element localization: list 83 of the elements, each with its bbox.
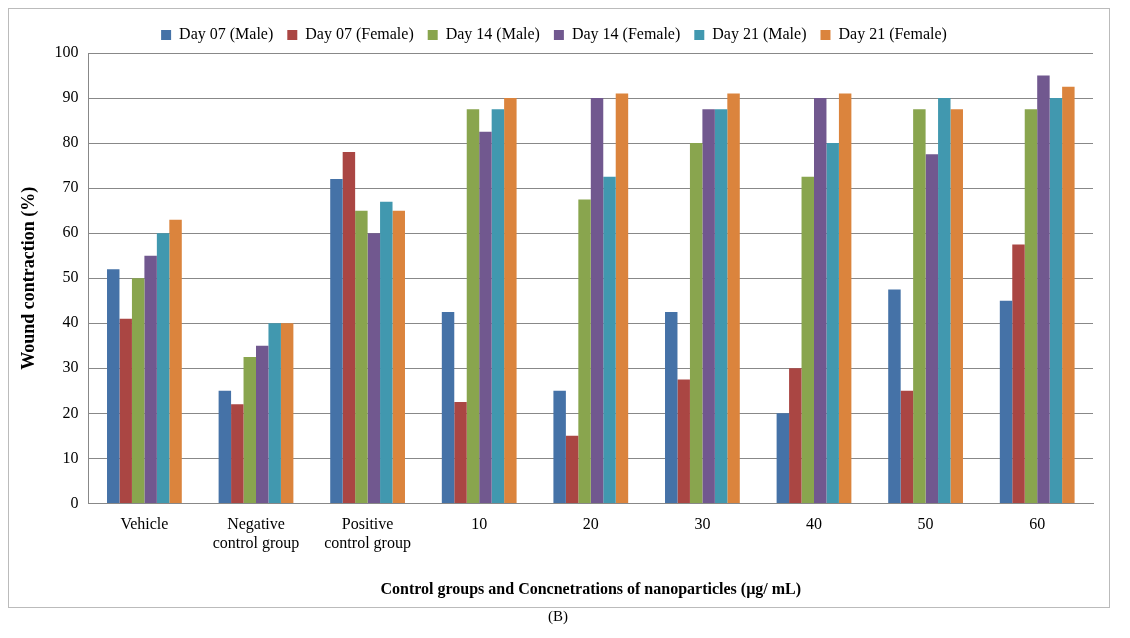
bar	[218, 390, 232, 503]
bar	[590, 98, 604, 503]
y-tick-label: 50	[62, 268, 79, 286]
bar	[714, 109, 728, 503]
x-tick-label: 20	[582, 515, 599, 533]
bar	[342, 152, 356, 503]
bar	[479, 131, 492, 503]
bar	[367, 233, 381, 503]
bar	[615, 93, 629, 503]
bar	[913, 109, 926, 503]
y-tick-label: 0	[70, 493, 79, 511]
bar	[938, 98, 951, 503]
legend-label: Day 07 (Male)	[179, 25, 274, 44]
y-tick-label: 20	[62, 403, 79, 421]
bar	[665, 311, 678, 503]
bar	[727, 93, 740, 503]
y-tick-label: 60	[62, 223, 79, 241]
bar	[466, 109, 480, 503]
bar	[504, 98, 517, 503]
bar	[355, 210, 368, 503]
bar	[1037, 75, 1050, 503]
x-axis-title: Control groups and Concnetrations of nanoparticles (µg/ mL)	[380, 579, 802, 598]
bar	[776, 413, 790, 503]
bar	[454, 402, 467, 503]
bar	[838, 93, 852, 503]
bar	[950, 109, 963, 503]
bar	[119, 318, 132, 503]
bar	[256, 345, 269, 503]
x-tick-label: Vehicle	[120, 515, 169, 533]
legend-label: Day 07 (Female)	[305, 25, 414, 44]
bar	[169, 219, 182, 503]
bar	[1012, 244, 1025, 503]
bar	[578, 199, 591, 503]
text: (B)	[547, 608, 569, 625]
x-tick-label: 60	[1029, 515, 1046, 533]
y-tick-label: 30	[62, 358, 79, 376]
bar	[231, 404, 244, 503]
bar	[801, 176, 814, 503]
bar	[330, 179, 343, 503]
bar	[144, 255, 157, 503]
y-tick-label: 40	[62, 313, 79, 331]
x-tick-label: 10	[471, 515, 488, 533]
bar	[789, 368, 802, 503]
bar	[491, 109, 505, 503]
bar	[380, 201, 393, 503]
y-tick-label: 80	[62, 133, 79, 151]
bar	[999, 300, 1013, 503]
bar	[900, 390, 914, 503]
y-tick-label: 100	[54, 43, 79, 61]
bar	[392, 210, 405, 503]
bar	[280, 323, 294, 503]
bar	[1024, 109, 1038, 503]
x-tick-label: Negative control group	[212, 515, 300, 553]
legend-label: Day 21 (Male)	[712, 25, 807, 44]
bar	[888, 289, 901, 503]
legend-label: Day 21 (Female)	[838, 25, 947, 44]
bar	[268, 323, 281, 503]
bar	[1049, 98, 1063, 503]
bar	[441, 311, 455, 503]
x-tick-label: 40	[806, 515, 822, 533]
bar	[677, 379, 690, 503]
x-tick-label: 50	[917, 515, 934, 533]
bar	[107, 269, 120, 503]
bar	[1062, 86, 1075, 503]
y-tick-label: 70	[62, 178, 79, 196]
bar	[702, 109, 715, 503]
bar	[689, 143, 703, 503]
bar	[565, 435, 579, 503]
bar	[243, 357, 256, 503]
y-tick-label: 10	[62, 448, 79, 466]
bar	[156, 233, 170, 503]
bar	[553, 390, 566, 503]
bar	[826, 143, 839, 503]
y-axis-title: Wound contraction (%)	[18, 186, 40, 370]
x-tick-label: Positive control group	[324, 515, 411, 553]
legend-label: Day 14 (Male)	[445, 25, 540, 44]
bar	[603, 176, 616, 503]
legend-label: Day 14 (Female)	[571, 25, 681, 44]
bar	[131, 278, 145, 503]
y-tick-label: 90	[62, 88, 79, 106]
bar	[814, 98, 827, 503]
bar	[925, 154, 939, 503]
x-tick-label: 30	[694, 515, 711, 533]
